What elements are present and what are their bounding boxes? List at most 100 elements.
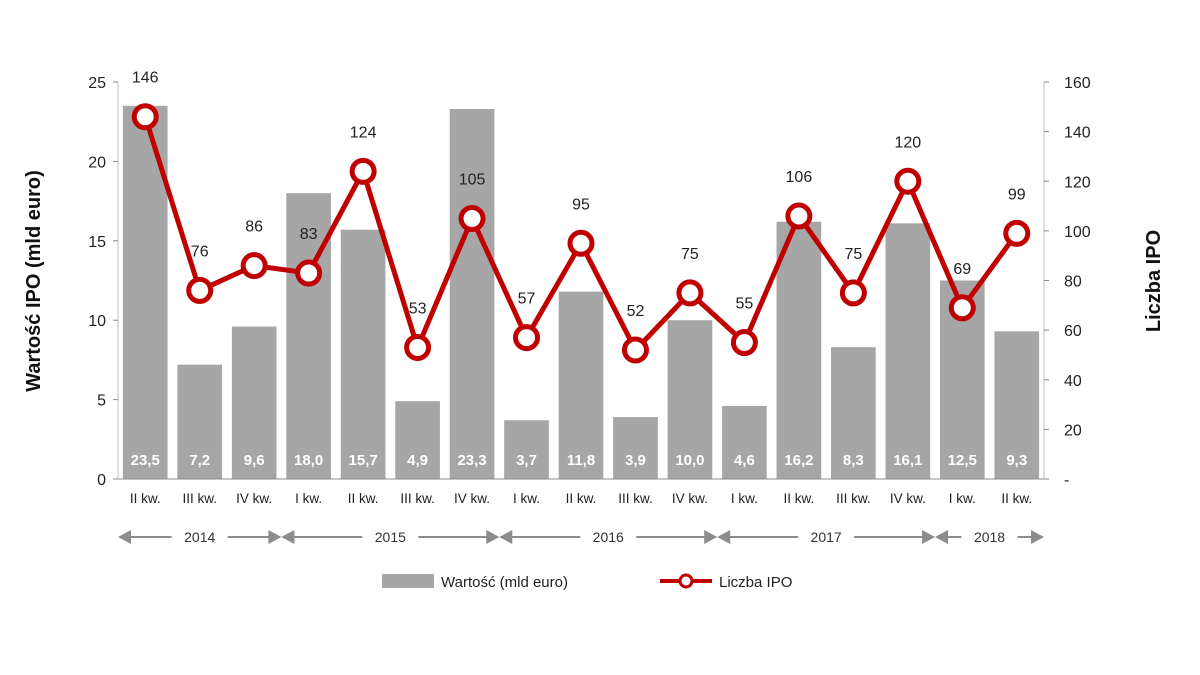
bar-value-label: 4,9 — [407, 452, 428, 469]
year-arrow-head-right — [486, 530, 500, 544]
line-value-label: 55 — [736, 296, 754, 313]
line-value-label: 95 — [572, 196, 590, 213]
line-point — [567, 229, 595, 257]
year-arrow-head-right — [922, 530, 936, 544]
year-range: 2017 — [717, 529, 936, 545]
y-tick-label-right: 100 — [1064, 224, 1091, 241]
y-tick-label-right: - — [1064, 472, 1069, 489]
bar — [613, 417, 658, 479]
x-tick-label: IV kw. — [672, 491, 708, 506]
legend-swatch-bar — [382, 574, 434, 588]
line-value-label: 106 — [786, 169, 813, 186]
bar-value-label: 7,2 — [189, 452, 210, 469]
line-point — [730, 329, 758, 357]
year-label: 2015 — [375, 529, 406, 545]
year-arrow-head-right — [704, 530, 718, 544]
bar-value-label: 9,6 — [244, 452, 265, 469]
legend-label-line: Liczba IPO — [719, 574, 792, 591]
line-point — [948, 294, 976, 322]
y-tick-label-left: 10 — [88, 313, 106, 330]
x-tick-label: I kw. — [513, 491, 540, 506]
line-point — [458, 204, 486, 232]
line-value-label: 105 — [459, 171, 486, 188]
line-point — [513, 324, 541, 352]
line-value-label: 86 — [245, 219, 263, 236]
y-tick-label-left: 20 — [88, 154, 106, 171]
year-arrow-head-left — [281, 530, 295, 544]
y-axis-title-right-text: Liczba IPO — [1143, 230, 1165, 332]
y-tick-label-left: 0 — [97, 472, 106, 489]
line-point — [1003, 219, 1031, 247]
x-tick-label: IV kw. — [454, 491, 490, 506]
legend: Wartość (mld euro) Liczba IPO — [382, 573, 792, 591]
y-tick-label-left: 15 — [88, 234, 106, 251]
line-point — [621, 336, 649, 364]
bar-value-label: 18,0 — [294, 452, 323, 469]
y-tick-label-right: 40 — [1064, 373, 1082, 390]
x-tick-label: I kw. — [295, 491, 322, 506]
x-tick-label: II kw. — [1001, 491, 1032, 506]
line-value-label: 120 — [894, 134, 921, 151]
line-value-label: 99 — [1008, 186, 1026, 203]
bar-value-label: 23,5 — [131, 452, 160, 469]
bar — [340, 229, 386, 479]
line-point — [349, 157, 377, 185]
x-tick-label: II kw. — [566, 491, 597, 506]
year-range: 2016 — [499, 529, 718, 545]
x-tick-label: III kw. — [836, 491, 871, 506]
year-label: 2014 — [184, 529, 215, 545]
bar-series: 23,5 7,2 9,6 18,0 15,7 4,9 23,3 3,7 11,8 3,9 10,0 4… — [122, 105, 1040, 479]
bar — [667, 320, 713, 479]
line-value-label: 52 — [627, 303, 645, 320]
y-tick-label-left: 5 — [97, 393, 106, 410]
line-point — [894, 167, 922, 195]
x-tick-label: I kw. — [949, 491, 976, 506]
x-tick-label: III kw. — [618, 491, 653, 506]
line-value-label: 76 — [191, 243, 209, 260]
y-axis-title-right: Liczba IPO — [1143, 230, 1165, 332]
y-tick-label-right: 140 — [1064, 125, 1091, 142]
bar-value-label: 4,6 — [734, 452, 755, 469]
line-series: 146 76 86 83 124 53 105 57 95 52 75 55 106 75 120 69 99 — [131, 70, 1031, 364]
bar-value-label: 12,5 — [948, 452, 977, 469]
line-value-label: 53 — [409, 300, 427, 317]
year-range: 2018 — [935, 529, 1044, 545]
bar-value-label: 3,7 — [516, 452, 537, 469]
x-tick-label: I kw. — [731, 491, 758, 506]
line-value-label: 75 — [844, 246, 862, 263]
bar-value-label: 23,3 — [457, 452, 486, 469]
year-arrow-head-left — [118, 530, 131, 544]
year-range: 2015 — [281, 529, 500, 545]
bar — [231, 326, 277, 479]
year-labels: 2014 2015 2016 2017 2018 — [118, 529, 1044, 545]
year-label: 2018 — [974, 529, 1005, 545]
category-labels: II kw. III kw. IV kw. I kw. II kw. III kw. IV … — [130, 491, 1032, 506]
y-tick-label-right: 120 — [1064, 174, 1091, 191]
bar — [831, 347, 876, 479]
x-tick-label: III kw. — [182, 491, 217, 506]
legend-swatch-marker — [678, 573, 694, 589]
y-axis-title-left: Wartość IPO (mld euro) — [23, 170, 45, 392]
year-range: 2014 — [118, 529, 282, 545]
bar-value-label: 8,3 — [843, 452, 864, 469]
line-point — [295, 259, 323, 287]
bar — [885, 223, 931, 479]
line-point — [186, 276, 214, 304]
bar-value-label: 11,8 — [567, 452, 595, 469]
bar — [449, 108, 495, 479]
year-label: 2017 — [811, 529, 842, 545]
year-arrow-head-right — [268, 530, 282, 544]
x-tick-label: III kw. — [400, 491, 435, 506]
x-tick-label: IV kw. — [236, 491, 272, 506]
y-tick-label-right: 20 — [1064, 422, 1082, 439]
year-arrow-head-left — [935, 530, 949, 544]
bar — [558, 291, 604, 479]
bar-value-label: 15,7 — [349, 452, 378, 469]
line-point — [240, 252, 268, 280]
x-tick-label: IV kw. — [890, 491, 926, 506]
line-value-label: 83 — [300, 226, 318, 243]
bar — [776, 221, 822, 479]
y-tick-label-right: 160 — [1064, 75, 1091, 92]
line-value-label: 75 — [681, 246, 699, 263]
